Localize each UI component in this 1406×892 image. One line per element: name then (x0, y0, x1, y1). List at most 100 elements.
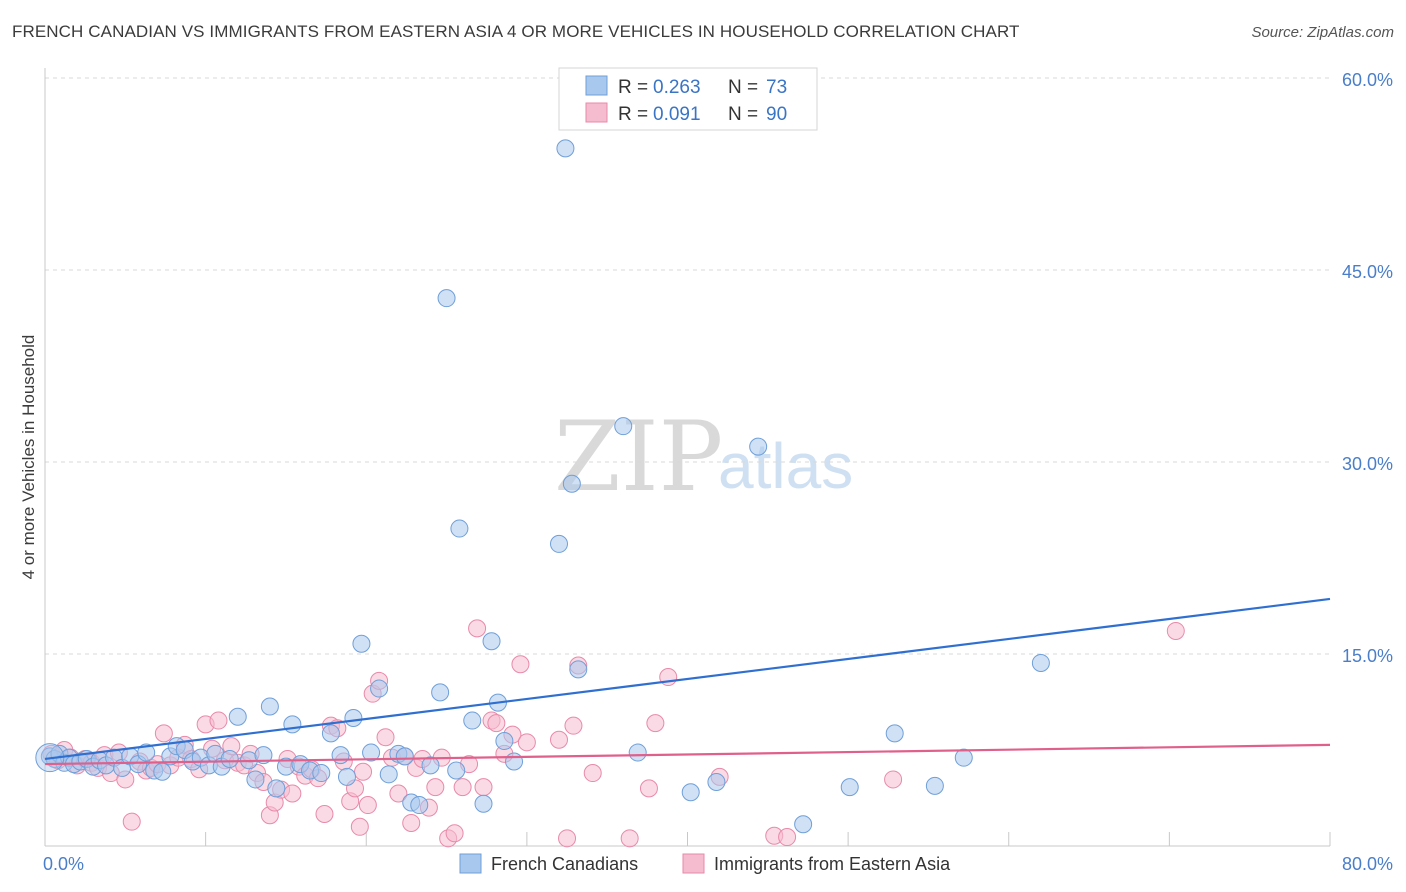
point-french-canadian-52 (437, 289, 456, 308)
point-eastern-asia-64 (445, 824, 464, 843)
point-eastern-asia-42 (315, 805, 334, 823)
point-eastern-asia-82 (646, 714, 665, 733)
point-eastern-asia-67 (468, 619, 487, 638)
legend-n-label-1: N = (728, 77, 758, 98)
point-french-canadian-39 (331, 746, 350, 765)
point-french-canadian-43 (362, 743, 381, 762)
point-eastern-asia-80 (620, 829, 639, 848)
point-eastern-asia-49 (354, 762, 373, 781)
point-french-canadian-30 (254, 746, 273, 765)
point-eastern-asia-17 (154, 724, 173, 743)
legend-n-value-2: 90 (766, 104, 787, 125)
point-french-canadian-66 (628, 743, 647, 762)
bottom-legend-label-eastern-asia: Immigrants from Eastern Asia (714, 854, 951, 874)
point-eastern-asia-86 (778, 828, 797, 847)
x-tick-label-max: 80.0% (1342, 854, 1393, 874)
point-french-canadian-49 (410, 796, 429, 815)
point-eastern-asia-57 (402, 813, 421, 832)
point-eastern-asia-37 (283, 784, 302, 803)
legend-box: R = 0.263 N = 73 R = 0.091 N = 90 (558, 67, 818, 131)
legend-swatch-pink (585, 102, 608, 123)
point-eastern-asia-53 (376, 728, 395, 747)
point-french-canadian-75 (1031, 653, 1050, 672)
trendline-french-canadians (44, 597, 1331, 761)
point-french-canadian-26 (220, 749, 239, 768)
point-eastern-asia-76 (558, 829, 577, 848)
point-french-canadian-60 (505, 752, 524, 771)
point-french-canadian-63 (562, 474, 581, 493)
x-tick-label-min: 0.0% (43, 854, 84, 874)
bottom-legend-label-french-canadians: French Canadians (491, 854, 638, 874)
y-tick-label-1: 30.0% (1342, 454, 1393, 474)
point-french-canadian-47 (395, 747, 414, 766)
point-eastern-asia-77 (564, 716, 583, 735)
point-french-canadian-29 (246, 770, 265, 789)
watermark-zip: ZIP (554, 401, 723, 513)
point-french-canadian-74 (954, 748, 973, 767)
point-french-canadian-38 (321, 724, 340, 743)
y-axis-label: 4 or more Vehicles in Household (19, 335, 38, 580)
bottom-legend-swatch-blue (459, 853, 482, 874)
bottom-legend: French Canadians Immigrants from Eastern… (459, 853, 951, 874)
y-tick-label-0: 15.0% (1342, 646, 1393, 666)
point-french-canadian-40 (337, 767, 356, 786)
gridlines (45, 77, 1330, 655)
point-french-canadian-31 (260, 697, 279, 716)
point-french-canadian-15 (137, 743, 156, 762)
legend-r-value-2: 0.091 (653, 104, 701, 125)
point-french-canadian-45 (379, 765, 398, 784)
point-eastern-asia-12 (122, 812, 141, 831)
watermark-atlas: atlas (718, 430, 853, 502)
point-french-canadian-56 (474, 794, 493, 813)
point-french-canadian-51 (431, 683, 450, 702)
point-french-canadian-41 (344, 709, 363, 727)
point-french-canadian-72 (885, 724, 904, 743)
point-eastern-asia-61 (426, 778, 445, 797)
point-french-canadian-70 (794, 815, 813, 834)
point-french-canadian-68 (707, 773, 726, 791)
point-eastern-asia-25 (209, 711, 228, 730)
point-french-canadian-59 (495, 732, 514, 751)
point-french-canadian-54 (450, 519, 469, 538)
point-eastern-asia-81 (639, 779, 658, 798)
point-eastern-asia-50 (358, 796, 377, 815)
point-french-canadian-32 (267, 779, 286, 798)
bottom-legend-swatch-pink (682, 853, 705, 874)
point-french-canadian-73 (925, 776, 944, 795)
point-french-canadian-37 (312, 764, 331, 783)
legend-n-value-1: 73 (766, 77, 787, 98)
point-french-canadian-17 (153, 762, 172, 781)
y-tick-labels: 15.0% 30.0% 45.0% 60.0% (1342, 70, 1393, 666)
point-eastern-asia-68 (474, 778, 493, 797)
source-credit: Source: ZipAtlas.com (1251, 24, 1394, 41)
trendline-immigrants-eastern-asia (44, 743, 1331, 766)
point-french-canadian-55 (463, 711, 482, 730)
point-eastern-asia-88 (1166, 621, 1185, 640)
legend-r-value-1: 0.263 (653, 77, 701, 98)
point-eastern-asia-65 (453, 778, 472, 797)
point-french-canadian-34 (283, 715, 302, 734)
point-eastern-asia-70 (487, 714, 506, 733)
point-french-canadian-62 (556, 139, 575, 158)
point-french-canadian-42 (352, 634, 371, 653)
point-french-canadian-67 (681, 783, 700, 802)
series-french-canadians (35, 139, 1050, 834)
point-french-canadian-53 (447, 761, 466, 780)
point-french-canadian-27 (228, 707, 247, 726)
point-eastern-asia-79 (583, 764, 602, 783)
point-french-canadian-50 (421, 756, 440, 775)
y-tick-label-2: 45.0% (1342, 262, 1393, 282)
point-french-canadian-71 (840, 778, 859, 797)
point-french-canadian-69 (749, 437, 768, 456)
point-french-canadian-57 (482, 632, 501, 651)
point-french-canadian-44 (370, 679, 389, 698)
point-eastern-asia-73 (511, 655, 530, 674)
point-eastern-asia-55 (389, 784, 408, 803)
point-eastern-asia-75 (550, 730, 568, 749)
x-axis-tick-marks (205, 832, 1331, 846)
legend-r-label-2: R = (618, 104, 648, 125)
legend-r-label-1: R = (618, 77, 648, 98)
point-eastern-asia-74 (517, 733, 536, 752)
legend-n-label-2: N = (728, 104, 758, 125)
